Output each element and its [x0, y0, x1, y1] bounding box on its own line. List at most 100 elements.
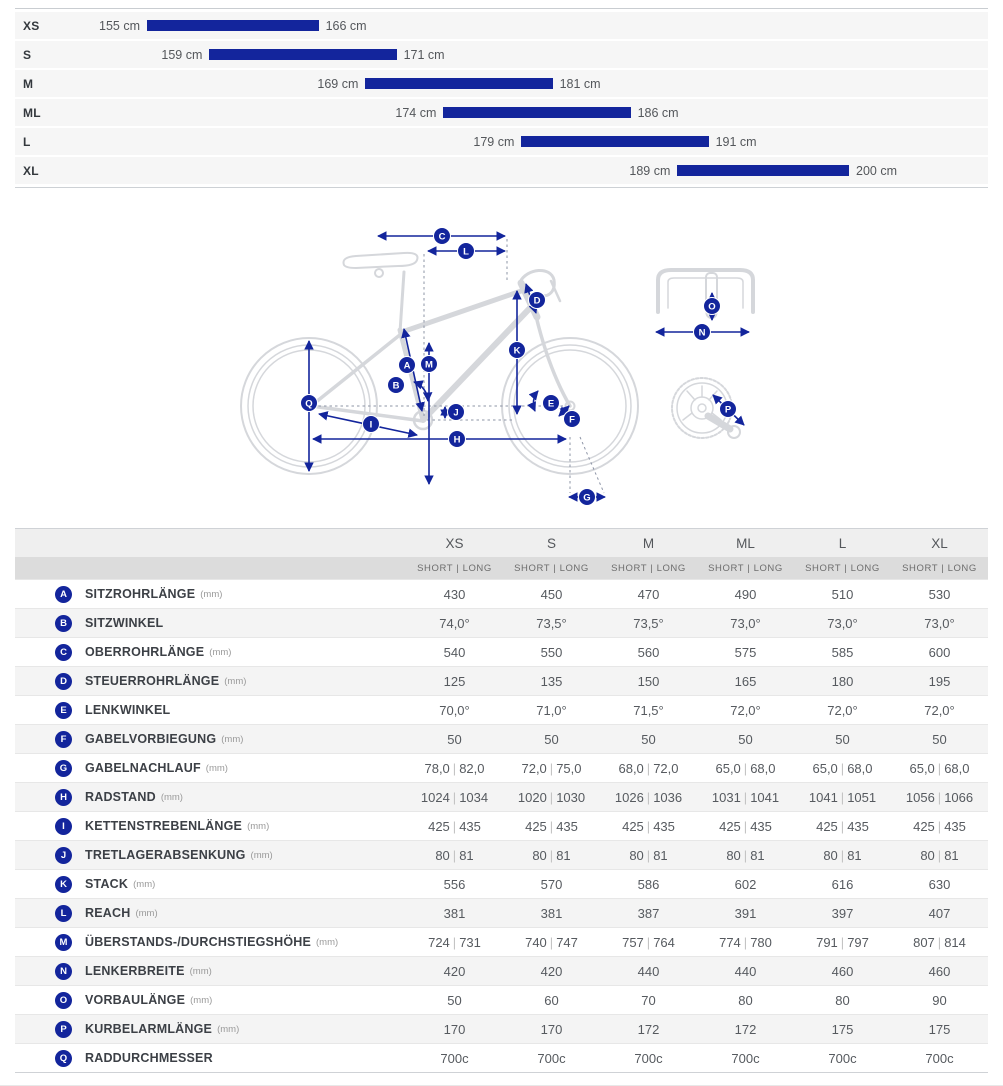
- height-from-label: 169 cm: [317, 76, 359, 91]
- row-label-J: J TRETLAGERABSENKUNG (mm): [15, 840, 406, 869]
- value-cell: 175: [891, 1014, 988, 1043]
- diagram-badge-H: H: [448, 430, 466, 448]
- variant-subheader: SHORT | LONG: [406, 557, 503, 579]
- diagram-badge-G: G: [578, 488, 596, 506]
- value-cell: 80 | 81: [697, 840, 794, 869]
- measurement-label: GABELVORBIEGUNG: [85, 732, 217, 746]
- value-cell: 80 | 81: [406, 840, 503, 869]
- letter-badge-K: K: [55, 875, 72, 893]
- svg-text:I: I: [370, 419, 373, 430]
- value-cell: 407: [891, 898, 988, 927]
- value-cell: 72,0°: [697, 695, 794, 724]
- unit-label: (mm): [133, 878, 156, 890]
- value-cell: 700c: [503, 1043, 600, 1072]
- unit-label: (mm): [190, 994, 213, 1006]
- size-label: M: [23, 76, 34, 91]
- value-cell: 602: [697, 869, 794, 898]
- unit-label: (mm): [209, 646, 232, 658]
- size-row-ml: ML 174 cm 186 cm: [15, 99, 988, 126]
- letter-badge-M: M: [55, 933, 72, 951]
- row-label-F: F GABELVORBIEGUNG (mm): [15, 724, 406, 753]
- value-cell: 560: [600, 637, 697, 666]
- svg-text:H: H: [454, 434, 461, 445]
- value-cell: 440: [697, 956, 794, 985]
- value-cell: 381: [406, 898, 503, 927]
- row-label-E: E LENKWINKEL: [15, 695, 406, 724]
- letter-badge-L: L: [55, 904, 72, 922]
- value-cell: 50: [406, 724, 503, 753]
- height-from-label: 179 cm: [473, 134, 515, 149]
- value-cell: 1026 | 1036: [600, 782, 697, 811]
- value-cell: 73,0°: [697, 608, 794, 637]
- size-chart: XS 155 cm 166 cm S 159 cm 171 cm M 169 cm 181 cm…: [15, 8, 988, 188]
- value-cell: 757 | 764: [600, 927, 697, 956]
- unit-label: (mm): [221, 733, 244, 745]
- value-cell: 450: [503, 579, 600, 608]
- diagram-badge-J: J: [447, 403, 465, 421]
- value-cell: 460: [891, 956, 988, 985]
- size-row-l: L 179 cm 191 cm: [15, 128, 988, 155]
- measurement-label: SITZROHRLÄNGE: [85, 587, 196, 601]
- diagram-badge-D: D: [528, 291, 546, 309]
- value-cell: 774 | 780: [697, 927, 794, 956]
- diagram-badge-L: L: [457, 242, 475, 260]
- value-cell: 460: [794, 956, 891, 985]
- unit-label: (mm): [200, 588, 223, 600]
- diagram-badge-E: E: [542, 394, 560, 412]
- letter-badge-B: B: [55, 614, 72, 632]
- measurement-label: SITZWINKEL: [85, 616, 164, 630]
- svg-text:E: E: [548, 398, 554, 409]
- value-cell: 397: [794, 898, 891, 927]
- svg-text:J: J: [453, 407, 458, 418]
- value-cell: 150: [600, 666, 697, 695]
- measurement-label: GABELNACHLAUF: [85, 761, 201, 775]
- value-cell: 72,0°: [891, 695, 988, 724]
- table-header-spacer: [15, 529, 406, 557]
- letter-badge-C: C: [55, 643, 72, 661]
- measurement-label: LENKWINKEL: [85, 703, 171, 717]
- variant-subheader: SHORT | LONG: [503, 557, 600, 579]
- unit-label: (mm): [135, 907, 158, 919]
- value-cell: 80 | 81: [600, 840, 697, 869]
- value-cell: 80: [794, 985, 891, 1014]
- svg-text:D: D: [534, 295, 541, 306]
- size-label: L: [23, 134, 31, 149]
- variant-subheader: SHORT | LONG: [794, 557, 891, 579]
- height-range-bar: [521, 136, 709, 147]
- value-cell: 70,0°: [406, 695, 503, 724]
- bike-outline: [240, 251, 755, 475]
- row-label-K: K STACK (mm): [15, 869, 406, 898]
- height-to-label: 166 cm: [325, 18, 367, 33]
- value-cell: 490: [697, 579, 794, 608]
- value-cell: 425 | 435: [697, 811, 794, 840]
- dim-F-forkrake: [558, 405, 570, 417]
- value-cell: 724 | 731: [406, 927, 503, 956]
- svg-text:C: C: [439, 231, 446, 242]
- value-cell: 50: [794, 724, 891, 753]
- value-cell: 425 | 435: [794, 811, 891, 840]
- bike-geometry-diagram: AB C D E F G H I J K L M N O P Q: [240, 227, 755, 506]
- value-cell: 74,0°: [406, 608, 503, 637]
- measurement-label: TRETLAGERABSENKUNG: [85, 848, 246, 862]
- measurement-label: STACK: [85, 877, 129, 891]
- saddle: [342, 251, 419, 278]
- row-label-L: L REACH (mm): [15, 898, 406, 927]
- size-label: S: [23, 47, 32, 62]
- column-header-xs: XS: [406, 529, 503, 557]
- svg-text:A: A: [404, 360, 411, 371]
- row-label-P: P KURBELARMLÄNGE (mm): [15, 1014, 406, 1043]
- svg-text:B: B: [393, 380, 400, 391]
- value-cell: 791 | 797: [794, 927, 891, 956]
- value-cell: 425 | 435: [503, 811, 600, 840]
- value-cell: 80: [697, 985, 794, 1014]
- measurement-label: STEUERROHRLÄNGE: [85, 674, 220, 688]
- value-cell: 586: [600, 869, 697, 898]
- svg-text:G: G: [583, 492, 590, 503]
- height-to-label: 181 cm: [559, 76, 601, 91]
- value-cell: 50: [600, 724, 697, 753]
- row-label-C: C OBERROHRLÄNGE (mm): [15, 637, 406, 666]
- row-label-Q: Q RADDURCHMESSER: [15, 1043, 406, 1072]
- height-range-bar: [209, 49, 397, 60]
- size-label: XS: [23, 18, 40, 33]
- size-row-s: S 159 cm 171 cm: [15, 41, 988, 68]
